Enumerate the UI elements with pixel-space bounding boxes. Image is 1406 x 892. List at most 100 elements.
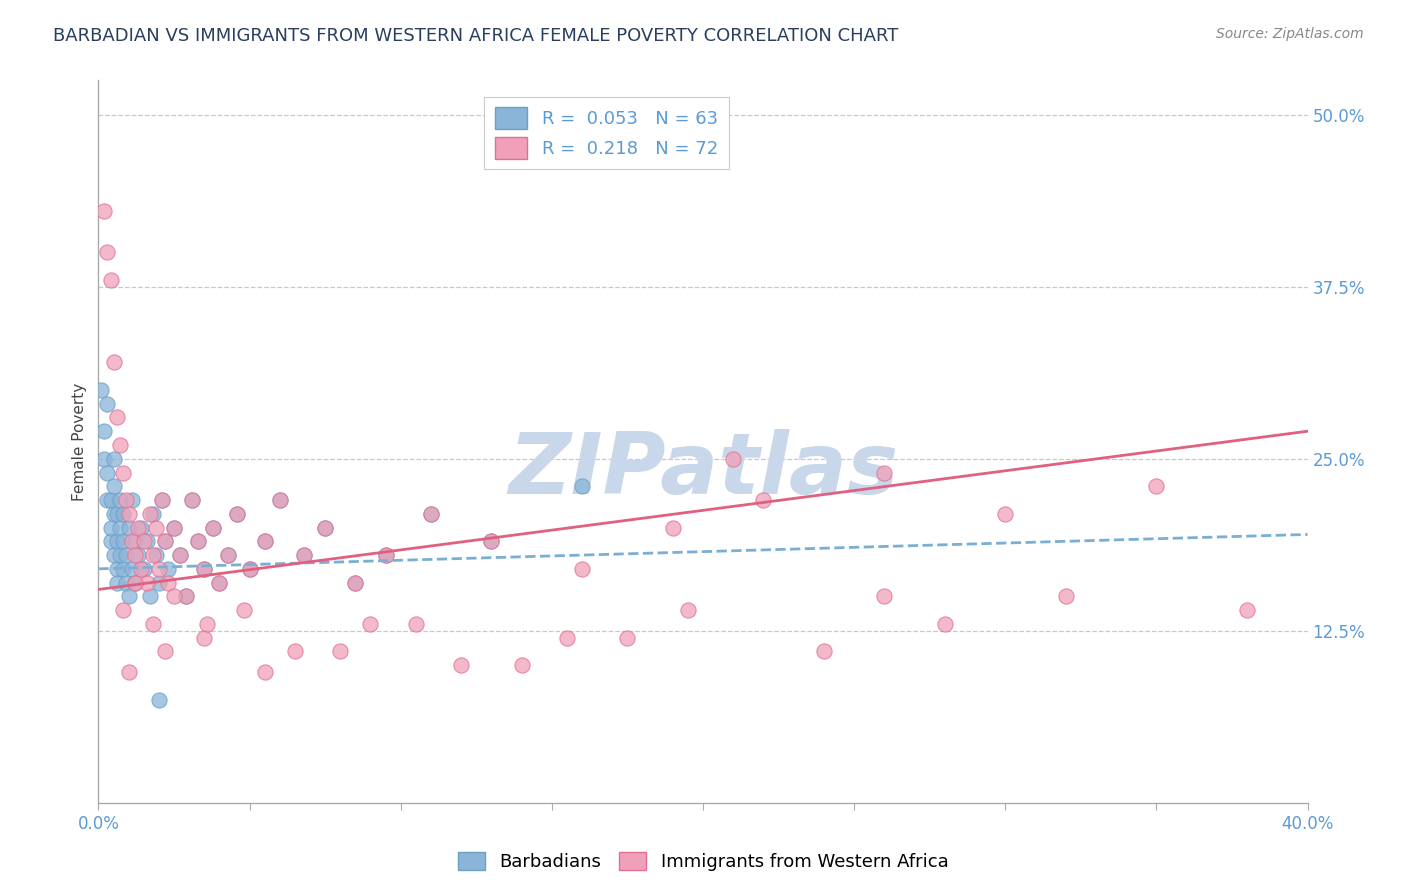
Point bbox=[292, 548, 315, 562]
Point bbox=[232, 603, 254, 617]
Legend: Barbadians, Immigrants from Western Africa: Barbadians, Immigrants from Western Afri… bbox=[450, 845, 956, 879]
Point bbox=[934, 616, 956, 631]
Y-axis label: Female Poverty: Female Poverty bbox=[72, 383, 87, 500]
Point bbox=[148, 692, 170, 706]
Point bbox=[208, 575, 231, 590]
Point bbox=[156, 575, 179, 590]
Point bbox=[111, 603, 134, 617]
Point bbox=[124, 575, 146, 590]
Point bbox=[103, 548, 125, 562]
Point bbox=[676, 603, 699, 617]
Point bbox=[132, 562, 155, 576]
Point bbox=[450, 658, 472, 673]
Point bbox=[1144, 479, 1167, 493]
Point bbox=[329, 644, 352, 658]
Point bbox=[93, 451, 115, 466]
Point bbox=[269, 493, 291, 508]
Point bbox=[752, 493, 775, 508]
Point bbox=[145, 520, 167, 534]
Point bbox=[111, 466, 134, 480]
Text: ZIPatlas: ZIPatlas bbox=[508, 429, 898, 512]
Point bbox=[153, 534, 176, 549]
Point bbox=[127, 548, 149, 562]
Point bbox=[108, 548, 131, 562]
Point bbox=[571, 479, 593, 493]
Point bbox=[571, 562, 593, 576]
Point bbox=[111, 507, 134, 521]
Point bbox=[118, 590, 141, 604]
Point bbox=[202, 520, 225, 534]
Point bbox=[873, 466, 896, 480]
Point bbox=[121, 493, 143, 508]
Point bbox=[269, 493, 291, 508]
Point bbox=[813, 644, 835, 658]
Point bbox=[405, 616, 427, 631]
Point bbox=[135, 575, 157, 590]
Point bbox=[226, 507, 249, 521]
Point bbox=[132, 534, 155, 549]
Point bbox=[96, 493, 118, 508]
Point bbox=[111, 562, 134, 576]
Point bbox=[142, 548, 165, 562]
Point bbox=[374, 548, 396, 562]
Point bbox=[103, 479, 125, 493]
Point bbox=[994, 507, 1017, 521]
Point bbox=[148, 575, 170, 590]
Point bbox=[153, 534, 176, 549]
Point bbox=[114, 548, 136, 562]
Point bbox=[1236, 603, 1258, 617]
Point bbox=[174, 590, 197, 604]
Text: Source: ZipAtlas.com: Source: ZipAtlas.com bbox=[1216, 27, 1364, 41]
Point bbox=[292, 548, 315, 562]
Point bbox=[150, 493, 173, 508]
Point bbox=[208, 575, 231, 590]
Point bbox=[360, 616, 382, 631]
Point bbox=[481, 534, 503, 549]
Point bbox=[124, 575, 146, 590]
Point bbox=[114, 575, 136, 590]
Point bbox=[100, 493, 122, 508]
Point bbox=[118, 665, 141, 679]
Point bbox=[108, 493, 131, 508]
Point bbox=[139, 507, 162, 521]
Point bbox=[481, 534, 503, 549]
Point bbox=[202, 520, 225, 534]
Point bbox=[284, 644, 307, 658]
Point bbox=[181, 493, 204, 508]
Point bbox=[145, 548, 167, 562]
Point bbox=[163, 590, 186, 604]
Point bbox=[1054, 590, 1077, 604]
Point bbox=[124, 548, 146, 562]
Point bbox=[873, 590, 896, 604]
Point bbox=[555, 631, 578, 645]
Point bbox=[100, 520, 122, 534]
Point bbox=[100, 534, 122, 549]
Point bbox=[169, 548, 191, 562]
Point bbox=[169, 548, 191, 562]
Point bbox=[253, 534, 276, 549]
Point bbox=[93, 204, 115, 219]
Point bbox=[153, 644, 176, 658]
Point bbox=[174, 590, 197, 604]
Point bbox=[193, 631, 215, 645]
Point bbox=[420, 507, 443, 521]
Point bbox=[142, 507, 165, 521]
Point bbox=[616, 631, 638, 645]
Point bbox=[150, 493, 173, 508]
Point bbox=[142, 616, 165, 631]
Point bbox=[105, 575, 128, 590]
Point bbox=[226, 507, 249, 521]
Point bbox=[114, 493, 136, 508]
Point bbox=[314, 520, 336, 534]
Point bbox=[510, 658, 533, 673]
Point bbox=[187, 534, 209, 549]
Point bbox=[90, 383, 112, 397]
Point bbox=[108, 520, 131, 534]
Point bbox=[374, 548, 396, 562]
Point bbox=[105, 534, 128, 549]
Point bbox=[420, 507, 443, 521]
Point bbox=[193, 562, 215, 576]
Point bbox=[129, 520, 152, 534]
Point bbox=[103, 355, 125, 369]
Point bbox=[96, 397, 118, 411]
